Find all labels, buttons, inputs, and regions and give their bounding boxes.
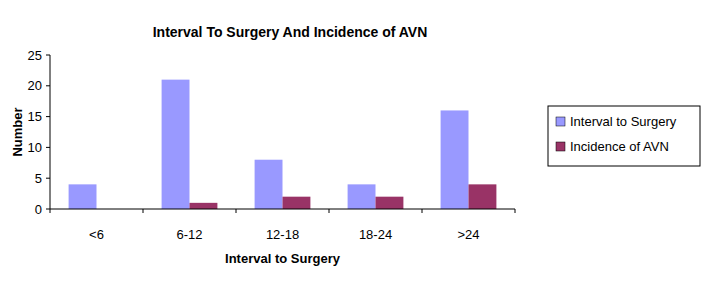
bar [190, 203, 218, 209]
chart-svg: 0 5 10 15 20 25 <6 6-12 12-18 18-24 >24 Interval To… [0, 0, 707, 306]
legend-label: Interval to Surgery [570, 114, 677, 129]
y-tick-label: 15 [28, 109, 42, 124]
chart-container: 0 5 10 15 20 25 <6 6-12 12-18 18-24 >24 Interval To… [0, 0, 707, 306]
chart-title: Interval To Surgery And Incidence of AVN [153, 24, 428, 40]
bar [255, 160, 283, 209]
bar [348, 184, 376, 209]
x-tick-label: 12-18 [266, 227, 299, 242]
y-tick-label: 10 [28, 140, 42, 155]
y-tick [46, 55, 50, 56]
x-axis-line [50, 209, 515, 210]
bar [69, 184, 97, 209]
bar [441, 110, 469, 209]
y-tick-label: 5 [35, 171, 42, 186]
x-tick-label: 18-24 [359, 227, 392, 242]
y-tick-label: 25 [28, 48, 42, 63]
y-axis-label: Number [10, 107, 25, 156]
x-tick [329, 209, 330, 213]
x-tick-label: >24 [457, 227, 479, 242]
y-tick [46, 85, 50, 86]
x-tick [236, 209, 237, 213]
bar [162, 80, 190, 209]
y-tick-label: 0 [35, 202, 42, 217]
bar [283, 197, 311, 209]
y-tick-label: 20 [28, 78, 42, 93]
x-tick-label: 6-12 [176, 227, 202, 242]
x-tick [50, 209, 51, 213]
y-axis-line [50, 55, 51, 209]
x-tick [143, 209, 144, 213]
bar [376, 197, 404, 209]
y-tick [46, 209, 50, 210]
bar [469, 184, 497, 209]
x-tick [422, 209, 423, 213]
legend-label: Incidence of AVN [570, 139, 669, 154]
legend-swatch [556, 142, 565, 151]
x-tick-label: <6 [89, 227, 104, 242]
legend-swatch [556, 117, 565, 126]
legend-box [548, 106, 700, 166]
bars [69, 80, 497, 209]
y-tick [46, 178, 50, 179]
y-tick [46, 147, 50, 148]
x-axis-label: Interval to Surgery [225, 251, 341, 266]
x-tick [515, 209, 516, 213]
y-tick [46, 116, 50, 117]
